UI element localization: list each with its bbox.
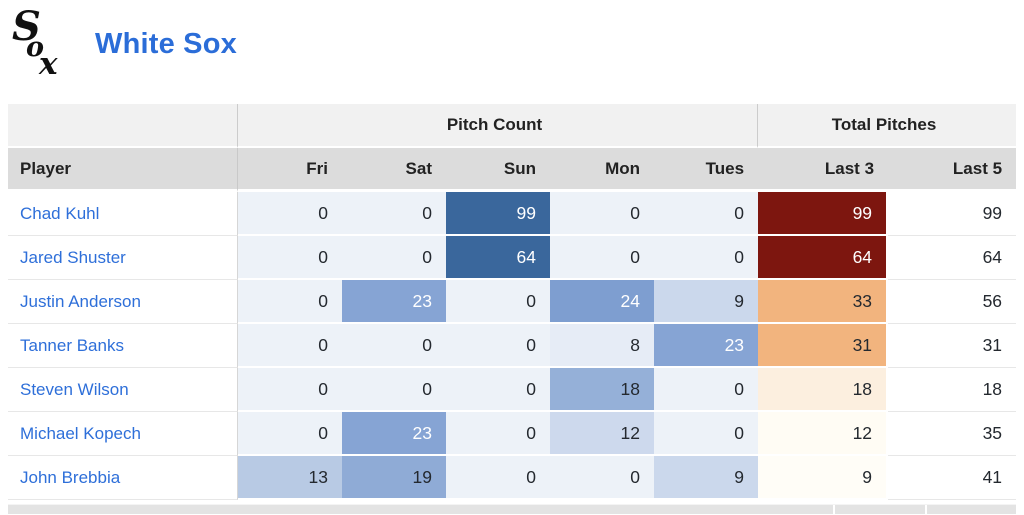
pitch-count-cell: 0 <box>342 192 446 236</box>
pitch-count-cell: 0 <box>238 412 342 456</box>
last3-cell: 33 <box>758 280 889 324</box>
col-header-sat: Sat <box>342 148 446 192</box>
pitch-count-cell: 0 <box>446 324 550 368</box>
last5-cell: 99 <box>888 192 1017 236</box>
pitch-count-cell: 23 <box>654 324 759 368</box>
pitch-count-cell: 18 <box>550 368 654 412</box>
pitch-count-cell: 9 <box>654 456 759 500</box>
last5-cell: 31 <box>888 324 1017 368</box>
pitch-count-cell: 9 <box>654 280 759 324</box>
pitch-count-cell: 12 <box>550 412 654 456</box>
pitch-count-cell: 8 <box>550 324 654 368</box>
pitch-count-cell: 0 <box>654 368 759 412</box>
table-row: Chad Kuhl 0 0 99 0 0 99 99 <box>8 192 1017 236</box>
pitch-count-group-header: Pitch Count <box>238 104 759 148</box>
pitch-count-cell: 0 <box>654 192 759 236</box>
last3-cell: 18 <box>758 368 889 412</box>
table-row: Jared Shuster 0 0 64 0 0 64 64 <box>8 236 1017 280</box>
table-row: Justin Anderson 0 23 0 24 9 33 56 <box>8 280 1017 324</box>
white-sox-logo-icon: S o x <box>12 3 58 82</box>
last3-cell: 9 <box>758 456 889 500</box>
player-link[interactable]: Chad Kuhl <box>20 203 100 223</box>
last5-cell: 41 <box>888 456 1017 500</box>
last5-cell: 64 <box>888 236 1017 280</box>
team-title-link[interactable]: White Sox <box>95 28 237 60</box>
player-cell: Jared Shuster <box>8 236 238 280</box>
player-link[interactable]: John Brebbia <box>20 467 121 487</box>
player-cell: Michael Kopech <box>8 412 238 456</box>
player-link[interactable]: Tanner Banks <box>20 335 124 355</box>
pitch-count-cell: 0 <box>550 236 654 280</box>
pitch-count-cell: 0 <box>238 192 342 236</box>
pitch-count-cell: 0 <box>446 456 550 500</box>
pitch-count-cell: 0 <box>238 324 342 368</box>
player-cell: Chad Kuhl <box>8 192 238 236</box>
corner-header <box>8 104 238 148</box>
table-row: Tanner Banks 0 0 0 8 23 31 31 <box>8 324 1017 368</box>
pitch-count-cell: 13 <box>238 456 342 500</box>
player-cell: Justin Anderson <box>8 280 238 324</box>
pitch-count-cell: 0 <box>446 368 550 412</box>
last3-cell: 12 <box>758 412 889 456</box>
pitch-count-cell: 0 <box>654 412 759 456</box>
pitch-count-cell: 0 <box>342 236 446 280</box>
pitch-count-cell: 19 <box>342 456 446 500</box>
player-link[interactable]: Jared Shuster <box>20 247 126 267</box>
player-cell: Tanner Banks <box>8 324 238 368</box>
col-header-fri: Fri <box>238 148 342 192</box>
pitch-count-cell: 99 <box>446 192 550 236</box>
last5-cell: 18 <box>888 368 1017 412</box>
table-row: Steven Wilson 0 0 0 18 0 18 18 <box>8 368 1017 412</box>
col-header-tues: Tues <box>654 148 759 192</box>
player-cell: John Brebbia <box>8 456 238 500</box>
pitch-count-table-wrap: Pitch Count Total Pitches Player Fri Sat… <box>8 104 1017 500</box>
pitch-count-cell: 0 <box>446 412 550 456</box>
player-link[interactable]: Justin Anderson <box>20 291 141 311</box>
last5-cell: 35 <box>888 412 1017 456</box>
last3-cell: 64 <box>758 236 889 280</box>
col-header-mon: Mon <box>550 148 654 192</box>
pitch-count-table: Pitch Count Total Pitches Player Fri Sat… <box>8 104 1017 500</box>
svg-text:o: o <box>26 32 44 63</box>
col-header-last3: Last 3 <box>758 148 889 192</box>
pitch-count-cell: 0 <box>446 280 550 324</box>
col-header-last5: Last 5 <box>888 148 1017 192</box>
pitch-count-cell: 64 <box>446 236 550 280</box>
last3-cell: 31 <box>758 324 889 368</box>
pitch-count-cell: 0 <box>238 280 342 324</box>
col-header-sun: Sun <box>446 148 550 192</box>
table-body: Chad Kuhl 0 0 99 0 0 99 99 Jared Shuster 0 0 64 0 0 64… <box>8 192 1017 500</box>
pitch-count-cell: 0 <box>238 236 342 280</box>
page-header: S o x White Sox <box>0 0 1024 104</box>
partial-row-divider <box>833 505 835 515</box>
svg-text:S: S <box>12 6 41 50</box>
svg-text:x: x <box>38 46 58 82</box>
table-row: John Brebbia 13 19 0 0 9 9 41 <box>8 456 1017 500</box>
column-header-row: Player Fri Sat Sun Mon Tues Last 3 Last … <box>8 148 1017 192</box>
next-row-partial <box>8 504 1016 515</box>
player-link[interactable]: Michael Kopech <box>20 423 141 443</box>
player-link[interactable]: Steven Wilson <box>20 379 129 399</box>
pitch-count-cell: 23 <box>342 412 446 456</box>
col-header-player: Player <box>8 148 238 192</box>
pitch-count-cell: 0 <box>342 324 446 368</box>
table-row: Michael Kopech 0 23 0 12 0 12 35 <box>8 412 1017 456</box>
white-sox-logo[interactable]: S o x <box>12 3 68 82</box>
pitch-count-cell: 0 <box>654 236 759 280</box>
partial-row-divider <box>925 505 927 515</box>
group-header-row: Pitch Count Total Pitches <box>8 104 1017 148</box>
pitch-count-cell: 0 <box>550 456 654 500</box>
pitch-count-cell: 0 <box>238 368 342 412</box>
player-cell: Steven Wilson <box>8 368 238 412</box>
pitch-count-cell: 23 <box>342 280 446 324</box>
total-pitches-group-header: Total Pitches <box>758 104 1017 148</box>
pitch-count-cell: 24 <box>550 280 654 324</box>
pitch-count-cell: 0 <box>342 368 446 412</box>
last5-cell: 56 <box>888 280 1017 324</box>
pitch-count-cell: 0 <box>550 192 654 236</box>
last3-cell: 99 <box>758 192 889 236</box>
